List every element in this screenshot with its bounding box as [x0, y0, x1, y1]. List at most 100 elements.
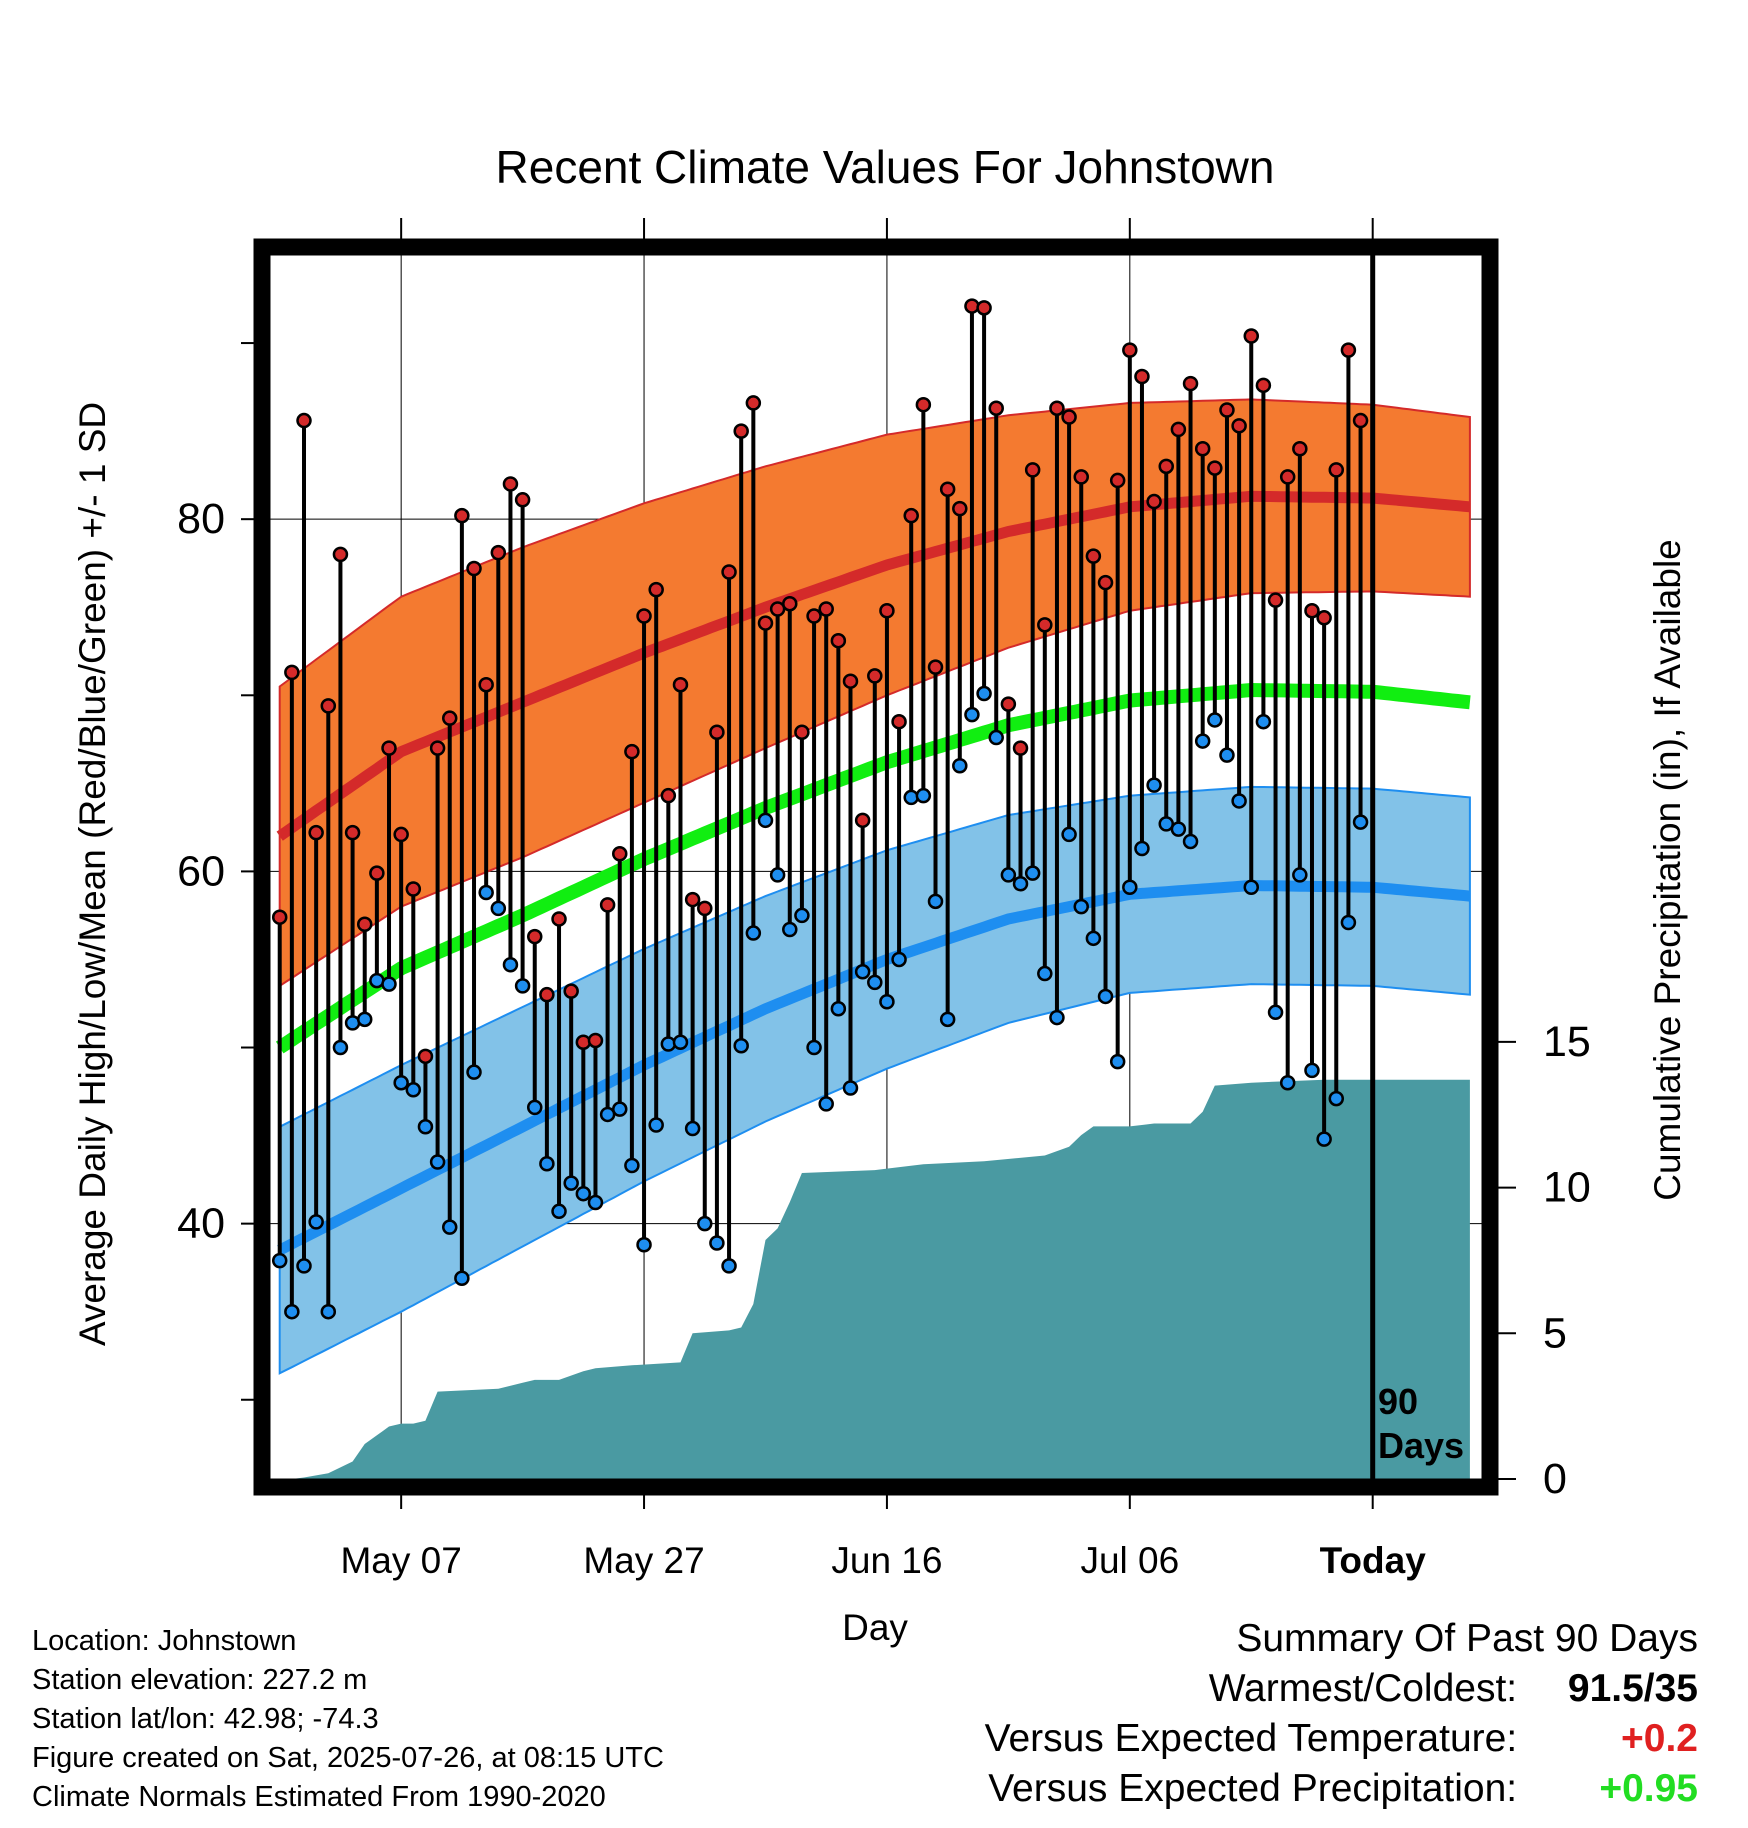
daily-high-point [854, 812, 871, 829]
daily-low-point [1073, 898, 1089, 915]
daily-low-point [563, 1175, 579, 1191]
daily-high-point [405, 881, 422, 897]
daily-high-point [1279, 469, 1296, 485]
daily-high-point [648, 581, 664, 598]
daily-low-point [830, 1001, 847, 1017]
daily-high-point [988, 400, 1004, 416]
daily-high-point [514, 492, 531, 508]
daily-high-point [587, 1032, 604, 1049]
daily-low-point [308, 1214, 324, 1230]
daily-high-point [745, 395, 762, 411]
daily-high-point [1146, 493, 1162, 510]
daily-low-point [417, 1119, 434, 1135]
daily-high-point [1304, 603, 1320, 619]
daily-low-point [964, 706, 980, 723]
x-tick-label: Jun 16 [831, 1540, 942, 1581]
daily-high-point [867, 668, 883, 684]
daily-low-point [1243, 879, 1260, 896]
daily-high-point [757, 615, 774, 631]
daily-high-point [1207, 460, 1223, 476]
summary-heading: Summary Of Past 90 Days [1236, 1617, 1698, 1660]
daily-high-point [563, 983, 579, 999]
daily-high-point [1243, 328, 1260, 344]
daily-low-point [879, 993, 895, 1010]
temp-label: Versus Expected Temperature: [984, 1717, 1518, 1760]
daily-low-point [903, 789, 919, 806]
daily-low-point [405, 1082, 422, 1098]
daily-high-point [782, 595, 798, 612]
daily-low-point [526, 1099, 543, 1116]
daily-high-point [927, 659, 944, 675]
daily-high-point [830, 632, 847, 649]
daily-low-point [1146, 777, 1162, 793]
daily-low-point [575, 1185, 592, 1202]
daily-low-point [381, 976, 397, 992]
plot-frame [253, 238, 1499, 1496]
daily-high-point [636, 608, 652, 624]
daily-low-point [1304, 1062, 1320, 1079]
daily-high-point [551, 911, 567, 927]
daily-low-point [284, 1303, 300, 1320]
daily-high-point [393, 826, 409, 843]
daily-high-point [466, 560, 482, 577]
daily-low-point [1037, 965, 1053, 982]
daily-high-point [1292, 440, 1308, 457]
daily-high-point [1012, 740, 1029, 756]
daily-high-point [1073, 469, 1089, 485]
daily-low-point [1134, 840, 1150, 857]
daily-low-point [539, 1156, 555, 1172]
daily-low-point [490, 900, 507, 917]
daily-high-point [1061, 409, 1077, 425]
daily-high-point [1194, 440, 1211, 457]
daily-high-point [891, 713, 907, 730]
daily-low-point [1170, 821, 1187, 837]
temp-value: +0.2 [1621, 1717, 1698, 1760]
daily-high-point [1182, 375, 1199, 392]
daily-high-point [818, 601, 834, 617]
daily-low-point [794, 907, 810, 924]
daily-high-point [672, 676, 689, 693]
daily-low-point [769, 867, 786, 883]
daily-low-point [1122, 879, 1138, 896]
daily-low-point [1267, 1004, 1284, 1021]
daily-high-point [915, 396, 932, 413]
y-tick-label-right: 10 [1543, 1164, 1591, 1212]
x-tick-label: Jul 06 [1080, 1540, 1179, 1581]
daily-high-point [1134, 368, 1150, 385]
daily-low-point [976, 685, 992, 702]
daily-low-point [612, 1101, 628, 1117]
daily-high-point [1316, 610, 1332, 626]
daily-low-point [502, 956, 519, 973]
daily-low-point [988, 729, 1004, 746]
daily-low-point [624, 1157, 640, 1174]
summary-precip: Versus Expected Precipitation: +0.95 [985, 1764, 1698, 1814]
daily-high-point [1219, 402, 1235, 418]
daily-high-point [1328, 462, 1345, 478]
daily-high-point [381, 740, 397, 756]
warm-cold-value: 91.5/35 [1567, 1667, 1698, 1710]
chart-title: Recent Climate Values For Johnstown [496, 141, 1275, 193]
daily-high-point [1170, 421, 1187, 438]
daily-low-point [514, 978, 531, 994]
days-label-number: 90 [1378, 1381, 1418, 1422]
daily-high-point [344, 824, 361, 841]
daily-high-point [1267, 592, 1284, 608]
daily-low-point [782, 921, 798, 938]
daily-low-point [454, 1270, 470, 1286]
daily-low-point [1097, 988, 1114, 1005]
x-axis-label: Day [842, 1607, 908, 1648]
daily-low-point [1109, 1053, 1126, 1070]
daily-high-point [271, 909, 288, 925]
daily-high-point [1122, 342, 1138, 358]
daily-low-point [271, 1252, 288, 1269]
daily-high-point [952, 500, 968, 517]
daily-low-point [1207, 712, 1223, 728]
daily-low-point [721, 1258, 737, 1274]
daily-high-point [976, 300, 992, 316]
daily-high-point [1158, 458, 1174, 475]
daily-low-point [672, 1034, 689, 1050]
daily-low-point [1194, 733, 1211, 749]
daily-low-point [1182, 833, 1199, 850]
daily-low-point [939, 1011, 956, 1028]
daily-high-point [1352, 412, 1369, 429]
